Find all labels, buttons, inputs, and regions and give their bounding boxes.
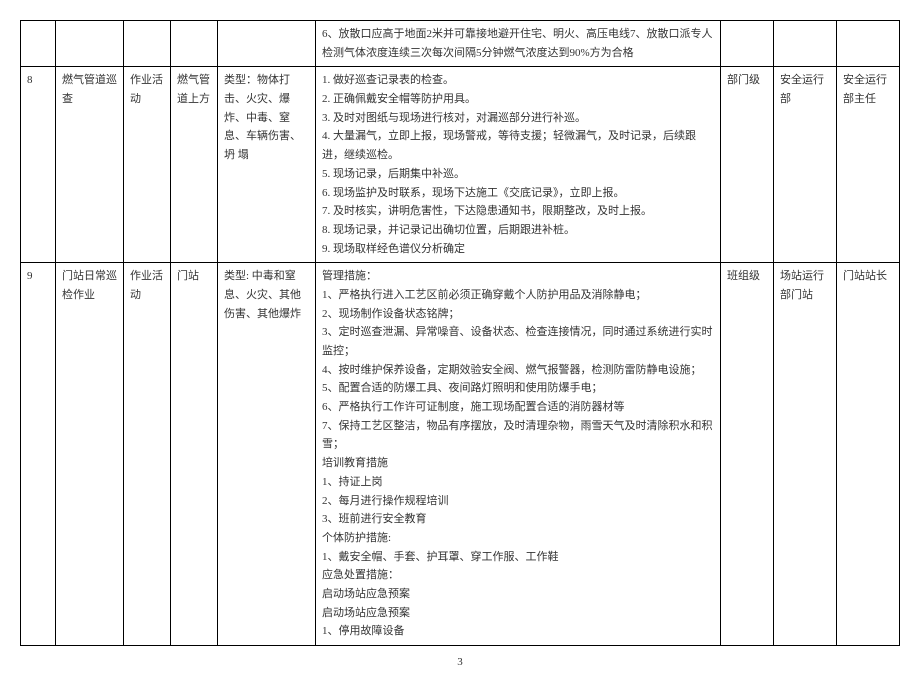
- department: 安全运行部: [774, 67, 837, 263]
- activity-type: 作业活动: [124, 67, 171, 263]
- table-row: 6、放散口应高于地面2米并可靠接地避开住宅、明火、高压电线7、放散口派专人检测气…: [21, 21, 900, 67]
- owner: 安全运行部主任: [837, 67, 900, 263]
- desc-line: 3、定时巡查泄漏、异常噪音、设备状态、检查连接情况，同时通过系统进行实时监控；: [322, 323, 714, 360]
- risk-level: 班组级: [721, 263, 774, 646]
- desc-line: 1、戴安全帽、手套、护耳罩、穿工作服、工作鞋: [322, 548, 714, 567]
- desc-line: 7. 及时核实，讲明危害性，下达隐患通知书，限期整改，及时上报。: [322, 202, 714, 221]
- desc-line: 7、保持工艺区整洁，物品有序摆放，及时清理杂物，雨雪天气及时清除积水和积雪；: [322, 417, 714, 454]
- desc-line: 4、按时维护保养设备，定期效验安全阀、燃气报警器，检测防雷防静电设施；: [322, 361, 714, 380]
- department: [774, 21, 837, 67]
- hazard-category: 类型：物体打击、火灾、爆 炸、中毒、窒息、车辆伤害、坍 塌: [218, 67, 316, 263]
- desc-line: 启动场站应急预案: [322, 585, 714, 604]
- row-index: 9: [21, 263, 56, 646]
- task-name: 门站日常巡检作业: [56, 263, 124, 646]
- risk-level: [721, 21, 774, 67]
- desc-line: 6. 现场监护及时联系，现场下达施工《交底记录》，立即上报。: [322, 184, 714, 203]
- table-row: 8燃气管道巡查作业活动燃气管道上方类型：物体打击、火灾、爆 炸、中毒、窒息、车辆…: [21, 67, 900, 263]
- row-index: [21, 21, 56, 67]
- desc-line: 8. 现场记录，并记录记出确切位置，后期跟进补桩。: [322, 221, 714, 240]
- activity-type: [124, 21, 171, 67]
- description: 6、放散口应高于地面2米并可靠接地避开住宅、明火、高压电线7、放散口派专人检测气…: [316, 21, 721, 67]
- desc-line: 5. 现场记录，后期集中补巡。: [322, 165, 714, 184]
- task-name: 燃气管道巡查: [56, 67, 124, 263]
- row-index: 8: [21, 67, 56, 263]
- location: [171, 21, 218, 67]
- table-row: 9门站日常巡检作业作业活动门站类型: 中毒和窒息、火灾、其他伤害、其他爆炸管理措…: [21, 263, 900, 646]
- desc-line: 6、严格执行工作许可证制度，施工现场配置合适的消防器材等: [322, 398, 714, 417]
- department: 场站运行部门站: [774, 263, 837, 646]
- description: 管理措施：1、严格执行进入工艺区前必须正确穿戴个人防护用品及消除静电；2、现场制…: [316, 263, 721, 646]
- desc-line: 3、班前进行安全教育: [322, 510, 714, 529]
- desc-line: 5、配置合适的防爆工具、夜间路灯照明和使用防爆手电；: [322, 379, 714, 398]
- desc-line: 启动场站应急预案: [322, 604, 714, 623]
- hazard-category: [218, 21, 316, 67]
- task-name: [56, 21, 124, 67]
- desc-line: 2、现场制作设备状态铭牌；: [322, 305, 714, 324]
- desc-line: 3. 及时对图纸与现场进行核对，对漏巡部分进行补巡。: [322, 109, 714, 128]
- desc-line: 1. 做好巡查记录表的检查。: [322, 71, 714, 90]
- desc-line: 培训教育措施: [322, 454, 714, 473]
- risk-level: 部门级: [721, 67, 774, 263]
- activity-type: 作业活动: [124, 263, 171, 646]
- description: 1. 做好巡查记录表的检查。2. 正确佩戴安全帽等防护用具。3. 及时对图纸与现…: [316, 67, 721, 263]
- desc-line: 1、严格执行进入工艺区前必须正确穿戴个人防护用品及消除静电；: [322, 286, 714, 305]
- hazard-category: 类型: 中毒和窒息、火灾、其他伤害、其他爆炸: [218, 263, 316, 646]
- location: 门站: [171, 263, 218, 646]
- safety-table: 6、放散口应高于地面2米并可靠接地避开住宅、明火、高压电线7、放散口派专人检测气…: [20, 20, 900, 646]
- desc-line: 管理措施：: [322, 267, 714, 286]
- page-number: 3: [20, 656, 900, 668]
- desc-line: 2、每月进行操作规程培训: [322, 492, 714, 511]
- desc-line: 4. 大量漏气，立即上报，现场警戒，等待支援；轻微漏气，及时记录，后续跟进，继续…: [322, 127, 714, 164]
- owner: [837, 21, 900, 67]
- location: 燃气管道上方: [171, 67, 218, 263]
- desc-line: 1、持证上岗: [322, 473, 714, 492]
- desc-line: 1、停用故障设备: [322, 622, 714, 641]
- owner: 门站站长: [837, 263, 900, 646]
- desc-line: 9. 现场取样经色谱仪分析确定: [322, 240, 714, 259]
- desc-line: 应急处置措施：: [322, 566, 714, 585]
- desc-line: 个体防护措施:: [322, 529, 714, 548]
- desc-line: 6、放散口应高于地面2米并可靠接地避开住宅、明火、高压电线7、放散口派专人检测气…: [322, 25, 714, 62]
- desc-line: 2. 正确佩戴安全帽等防护用具。: [322, 90, 714, 109]
